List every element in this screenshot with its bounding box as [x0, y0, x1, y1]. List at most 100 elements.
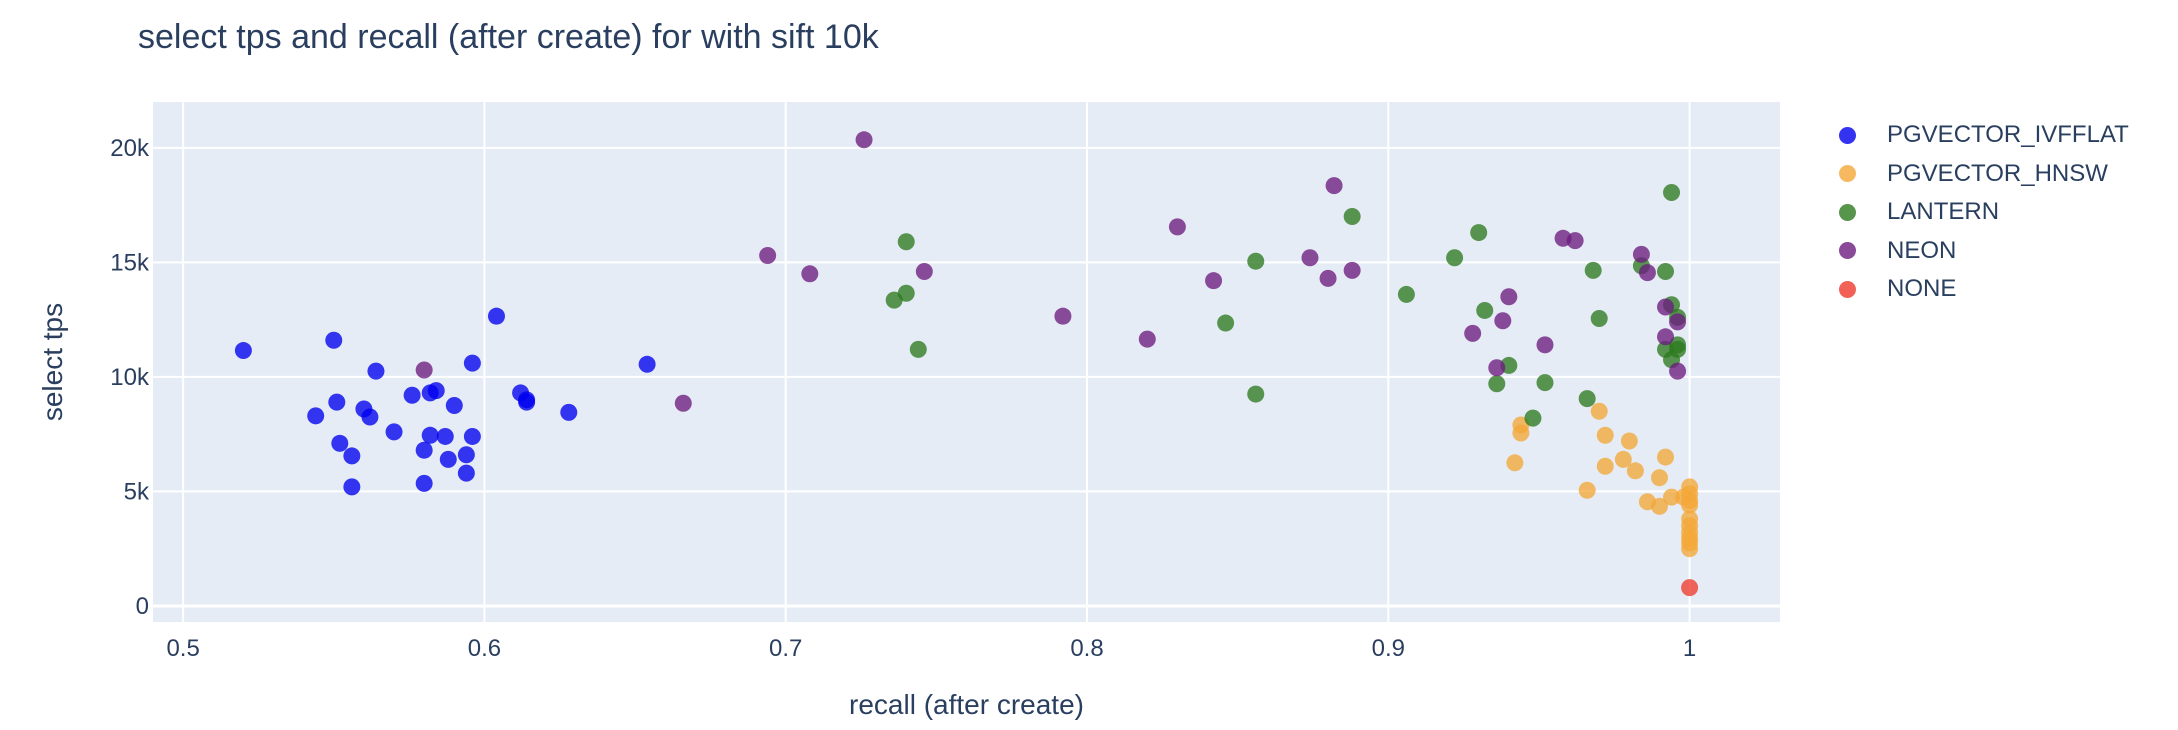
data-point[interactable] [1663, 183, 1681, 201]
data-point[interactable] [328, 393, 346, 411]
data-point[interactable] [1205, 272, 1223, 290]
data-point[interactable] [1626, 462, 1644, 480]
data-point[interactable] [855, 131, 873, 149]
data-point[interactable] [801, 265, 819, 283]
data-point[interactable] [1464, 324, 1482, 342]
data-point[interactable] [1247, 252, 1265, 270]
data-point[interactable] [343, 447, 361, 465]
data-point[interactable] [343, 478, 361, 496]
data-point[interactable] [1247, 385, 1265, 403]
data-point[interactable] [415, 441, 433, 459]
data-point[interactable] [1650, 497, 1668, 515]
data-point[interactable] [367, 362, 385, 380]
data-point[interactable] [1669, 340, 1687, 358]
data-point[interactable] [234, 342, 252, 360]
data-point[interactable] [1650, 469, 1668, 487]
data-point[interactable] [1217, 314, 1235, 332]
data-point[interactable] [1590, 402, 1608, 420]
data-point[interactable] [1584, 261, 1602, 279]
data-point[interactable] [1446, 249, 1464, 267]
data-point[interactable] [1512, 424, 1530, 442]
data-point[interactable] [487, 307, 505, 325]
data-point[interactable] [915, 263, 933, 281]
data-point[interactable] [457, 464, 475, 482]
data-point[interactable] [1620, 432, 1638, 450]
legend-item[interactable]: NONE [1838, 270, 2129, 309]
data-point[interactable] [439, 450, 457, 468]
data-point[interactable] [1578, 481, 1596, 499]
data-point[interactable] [1638, 264, 1656, 282]
data-point[interactable] [1476, 301, 1494, 319]
data-point[interactable] [463, 354, 481, 372]
data-point[interactable] [518, 393, 536, 411]
data-point[interactable] [463, 427, 481, 445]
legend-item[interactable]: PGVECTOR_HNSW [1838, 155, 2129, 194]
data-point[interactable] [1494, 312, 1512, 330]
data-point[interactable] [1301, 249, 1319, 267]
data-point[interactable] [1657, 448, 1675, 466]
data-point[interactable] [1614, 450, 1632, 468]
x-tick-label: 0.9 [1372, 635, 1405, 662]
data-point[interactable] [1657, 263, 1675, 281]
legend-item[interactable]: LANTERN [1838, 193, 2129, 232]
data-point[interactable] [1681, 579, 1699, 597]
data-point[interactable] [1566, 232, 1584, 250]
data-point[interactable] [1054, 307, 1072, 325]
data-point[interactable] [421, 426, 439, 444]
data-point[interactable] [638, 355, 656, 373]
data-point[interactable] [415, 474, 433, 492]
data-point[interactable] [1681, 496, 1699, 514]
legend-item[interactable]: PGVECTOR_IVFFLAT [1838, 116, 2129, 155]
data-point[interactable] [897, 284, 915, 302]
data-point[interactable] [1632, 245, 1650, 263]
data-point[interactable] [1168, 218, 1186, 236]
data-point[interactable] [1578, 390, 1596, 408]
data-point[interactable] [385, 423, 403, 441]
data-point[interactable] [1138, 330, 1156, 348]
data-point[interactable] [457, 446, 475, 464]
data-point[interactable] [1669, 362, 1687, 380]
data-point[interactable] [1319, 269, 1337, 287]
legend-marker-icon [1839, 242, 1856, 260]
x-axis-title: recall (after create) [849, 689, 1084, 720]
data-point[interactable] [1681, 540, 1699, 558]
data-point[interactable] [427, 382, 445, 400]
data-point[interactable] [1536, 374, 1554, 392]
data-point[interactable] [1596, 426, 1614, 444]
data-point[interactable] [674, 394, 692, 412]
data-point[interactable] [909, 340, 927, 358]
data-point[interactable] [307, 407, 325, 425]
data-point[interactable] [403, 386, 421, 404]
data-point[interactable] [1488, 359, 1506, 377]
x-tick-label: 0.5 [166, 635, 199, 662]
data-point[interactable] [445, 397, 463, 415]
data-point[interactable] [560, 403, 578, 421]
x-tick-label: 0.7 [769, 635, 802, 662]
legend-label: NEON [1887, 236, 1957, 264]
data-point[interactable] [1657, 328, 1675, 346]
data-point[interactable] [759, 246, 777, 264]
data-point[interactable] [1506, 454, 1524, 472]
data-point[interactable] [1657, 298, 1675, 316]
data-point[interactable] [1343, 208, 1361, 226]
data-point[interactable] [1488, 375, 1506, 393]
data-point[interactable] [1536, 336, 1554, 354]
data-point[interactable] [331, 434, 349, 452]
data-point[interactable] [1524, 409, 1542, 427]
data-point[interactable] [897, 233, 915, 251]
legend-item[interactable]: NEON [1838, 232, 2129, 271]
data-point[interactable] [1343, 261, 1361, 279]
data-point[interactable] [1470, 224, 1488, 242]
data-point[interactable] [1590, 309, 1608, 327]
data-point[interactable] [1669, 313, 1687, 331]
data-point[interactable] [325, 331, 343, 349]
data-point[interactable] [1596, 457, 1614, 475]
data-point[interactable] [1663, 488, 1681, 506]
data-point[interactable] [361, 408, 379, 426]
data-point[interactable] [415, 361, 433, 379]
data-point[interactable] [1325, 177, 1343, 195]
data-point[interactable] [1500, 288, 1518, 306]
data-point[interactable] [436, 427, 454, 445]
data-point[interactable] [1397, 285, 1415, 303]
